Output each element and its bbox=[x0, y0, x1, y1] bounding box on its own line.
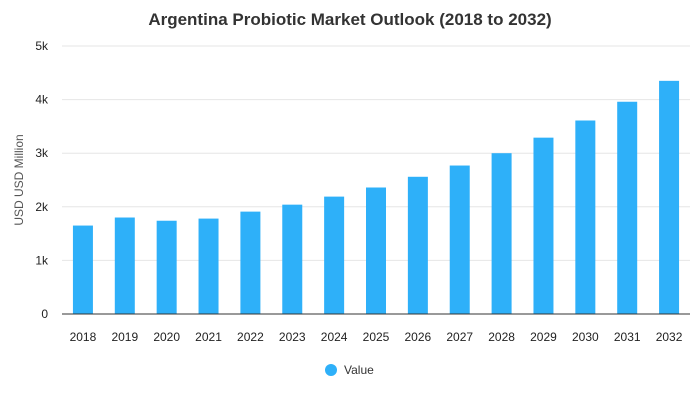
y-axis-ticks: 0 1k 2k 3k 4k 5k bbox=[35, 39, 49, 321]
x-tick-label: 2032 bbox=[656, 330, 683, 344]
y-axis-title: USD USD Million bbox=[12, 134, 26, 225]
x-tick-label: 2022 bbox=[237, 330, 264, 344]
legend[interactable]: Value bbox=[325, 363, 374, 377]
x-tick-label: 2026 bbox=[405, 330, 432, 344]
bar-2022[interactable] bbox=[240, 211, 261, 314]
x-tick-label: 2024 bbox=[321, 330, 348, 344]
y-tick-label: 4k bbox=[35, 93, 49, 107]
x-tick-label: 2025 bbox=[363, 330, 390, 344]
bar-2020[interactable] bbox=[156, 220, 177, 314]
y-tick-label: 3k bbox=[35, 146, 49, 160]
bar-2026[interactable] bbox=[407, 176, 428, 314]
y-tick-label: 5k bbox=[35, 39, 49, 53]
bar-2028[interactable] bbox=[491, 153, 512, 314]
y-tick-label: 2k bbox=[35, 200, 49, 214]
x-tick-label: 2019 bbox=[111, 330, 138, 344]
bar-2023[interactable] bbox=[282, 204, 303, 314]
x-tick-label: 2021 bbox=[195, 330, 222, 344]
x-axis-ticks: 2018 2019 2020 2021 2022 2023 2024 2025 2026 2027… bbox=[70, 330, 683, 344]
y-tick-label: 0 bbox=[41, 307, 48, 321]
bar-2030[interactable] bbox=[575, 120, 596, 314]
bar-2027[interactable] bbox=[449, 165, 470, 314]
bar-2021[interactable] bbox=[198, 218, 219, 314]
bar-2024[interactable] bbox=[324, 196, 345, 314]
x-tick-label: 2029 bbox=[530, 330, 557, 344]
x-tick-label: 2030 bbox=[572, 330, 599, 344]
legend-swatch bbox=[325, 364, 337, 376]
bar-2031[interactable] bbox=[617, 101, 638, 314]
bar-2018[interactable] bbox=[72, 225, 93, 314]
x-tick-label: 2023 bbox=[279, 330, 306, 344]
bar-2019[interactable] bbox=[114, 217, 135, 314]
x-tick-label: 2018 bbox=[70, 330, 97, 344]
x-tick-label: 2031 bbox=[614, 330, 641, 344]
y-tick-label: 1k bbox=[35, 253, 49, 267]
x-tick-label: 2020 bbox=[153, 330, 180, 344]
x-tick-label: 2028 bbox=[488, 330, 515, 344]
x-tick-label: 2027 bbox=[446, 330, 473, 344]
bar-2029[interactable] bbox=[533, 137, 554, 314]
bar-2032[interactable] bbox=[659, 80, 680, 314]
bars bbox=[72, 80, 680, 314]
chart-title: Argentina Probiotic Market Outlook (2018… bbox=[148, 10, 551, 29]
bar-2025[interactable] bbox=[366, 187, 386, 314]
legend-label-value: Value bbox=[344, 363, 374, 377]
